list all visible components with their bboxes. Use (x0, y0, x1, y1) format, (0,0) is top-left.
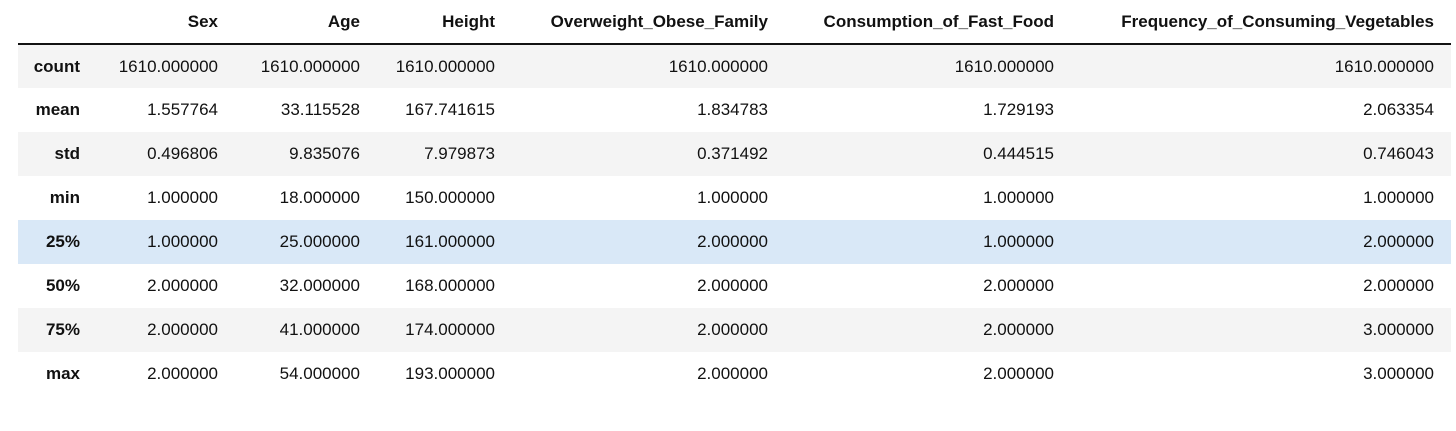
cell-value: 167.741615 (405, 100, 495, 119)
cell-value: 2.000000 (147, 320, 218, 339)
column-header: Consumption_of_Fast_Food (785, 0, 1071, 45)
row-label: 25% (45, 232, 80, 251)
cell-value: 1.557764 (147, 100, 218, 119)
cell-value: 1.834783 (697, 100, 768, 119)
row-label: min (49, 188, 80, 207)
column-header: Overweight_Obese_Family (512, 0, 785, 45)
cell-value: 25.000000 (279, 232, 360, 251)
cell-value: 1610.000000 (118, 56, 218, 76)
cell-value: 2.000000 (1363, 276, 1434, 295)
row-label: max (45, 364, 80, 383)
row-label: count (33, 56, 80, 76)
cell-value: 1.000000 (147, 188, 218, 207)
table-row: 75% 2.000000 41.000000 174.000000 2.000000 2.… (18, 308, 1451, 352)
cell-value: 0.496806 (147, 144, 218, 163)
cell-value: 18.000000 (279, 188, 360, 207)
cell-value: 1.000000 (983, 188, 1054, 207)
cell-value: 2.000000 (697, 276, 768, 295)
cell-value: 1610.000000 (260, 56, 360, 76)
cell-value: 41.000000 (279, 320, 360, 339)
cell-value: 33.115528 (280, 100, 360, 119)
table-row: mean 1.557764 33.115528 167.741615 1.834783 1… (18, 88, 1451, 132)
cell-value: 2.000000 (147, 276, 218, 295)
cell-value: 2.063354 (1363, 100, 1434, 119)
row-label: 75% (45, 320, 80, 339)
cell-value: 54.000000 (279, 364, 360, 383)
cell-value: 193.000000 (405, 364, 495, 383)
summary-statistics-panel: Sex Age Height Overweight_Obese_Family Consu… (18, 0, 1451, 396)
cell-value: 1610.000000 (395, 56, 495, 76)
column-header: Age (235, 0, 377, 45)
column-header: Sex (97, 0, 235, 45)
column-header: Height (377, 0, 512, 45)
cell-value: 0.746043 (1363, 144, 1434, 163)
cell-value: 150.000000 (405, 188, 495, 207)
row-label: 50% (45, 276, 80, 295)
cell-value: 1610.000000 (668, 56, 768, 76)
cell-value: 1.000000 (1363, 188, 1434, 207)
cell-value: 1.000000 (983, 232, 1054, 251)
cell-value: 174.000000 (405, 320, 495, 339)
cell-value: 3.000000 (1363, 364, 1434, 383)
cell-value: 1.000000 (697, 188, 768, 207)
row-label: mean (35, 100, 80, 119)
cell-value: 2.000000 (697, 320, 768, 339)
cell-value: 2.000000 (697, 364, 768, 383)
cell-value: 1.729193 (983, 100, 1054, 119)
table-row: 25% 1.000000 25.000000 161.000000 2.000000 1.… (18, 220, 1451, 264)
cell-value: 1610.000000 (1334, 56, 1434, 76)
cell-value: 7.979873 (424, 144, 495, 163)
cell-value: 2.000000 (147, 364, 218, 383)
cell-value: 2.000000 (983, 276, 1054, 295)
cell-value: 3.000000 (1363, 320, 1434, 339)
describe-table: Sex Age Height Overweight_Obese_Family Consu… (18, 0, 1451, 396)
corner-cell (18, 0, 97, 45)
cell-value: 2.000000 (983, 364, 1054, 383)
cell-value: 1610.000000 (954, 56, 1054, 76)
cell-value: 2.000000 (697, 232, 768, 251)
table-row: std 0.496806 9.835076 7.979873 0.371492 0.444… (18, 132, 1451, 176)
cell-value: 2.000000 (1363, 232, 1434, 251)
table-row: count 1610.000000 1610.000000 1610.000000 16… (18, 44, 1451, 88)
table-row: 50% 2.000000 32.000000 168.000000 2.000000 2.… (18, 264, 1451, 308)
cell-value: 1.000000 (147, 232, 218, 251)
cell-value: 0.444515 (983, 144, 1054, 163)
cell-value: 32.000000 (279, 276, 360, 295)
row-label: std (54, 144, 81, 163)
table-row: max 2.000000 54.000000 193.000000 2.000000 2.… (18, 352, 1451, 396)
cell-value: 9.835076 (289, 144, 360, 163)
column-header: Frequency_of_Consuming_Vegetables (1071, 0, 1451, 45)
cell-value: 161.000000 (405, 232, 495, 251)
cell-value: 0.371492 (697, 144, 768, 163)
cell-value: 168.000000 (405, 276, 495, 295)
table-header-row: Sex Age Height Overweight_Obese_Family Consu… (18, 0, 1451, 45)
table-row: min 1.000000 18.000000 150.000000 1.000000 1.… (18, 176, 1451, 220)
cell-value: 2.000000 (983, 320, 1054, 339)
